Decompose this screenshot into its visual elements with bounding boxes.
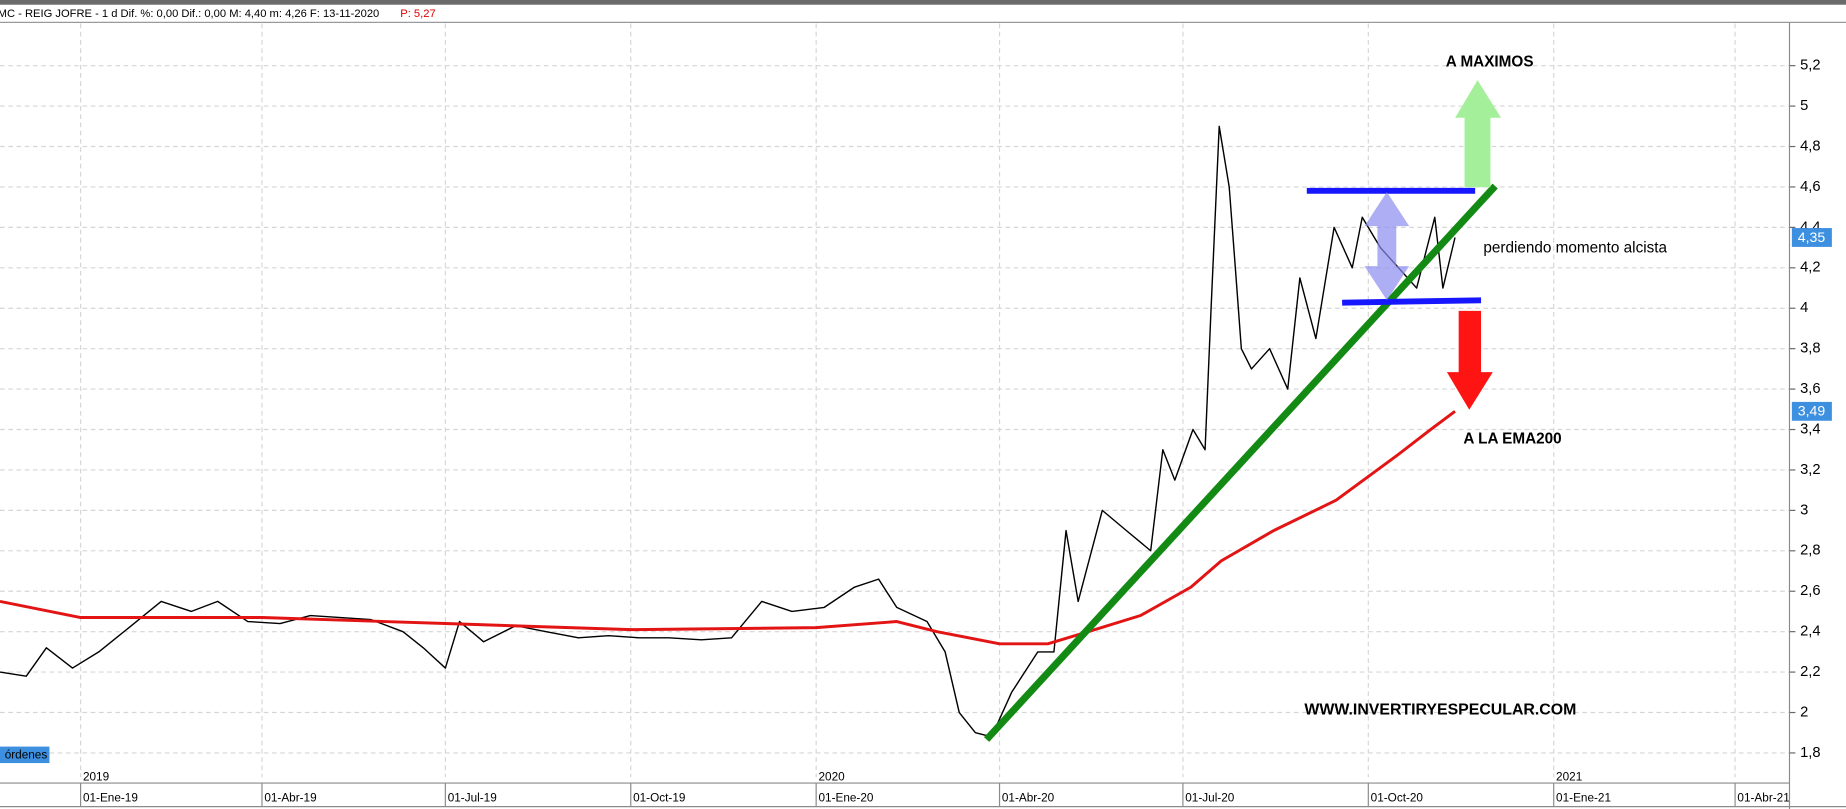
y-tick-label: 4,6	[1800, 179, 1820, 195]
up-arrow	[1455, 80, 1502, 188]
y-tick-label: 2,2	[1800, 664, 1820, 680]
y-tick-label: 3	[1800, 502, 1808, 518]
year-label: 2019	[83, 770, 109, 783]
y-tick-label: 1,8	[1800, 745, 1820, 761]
y-tick-label: 3,4	[1800, 421, 1820, 437]
x-tick-label: 01-Ene-19	[83, 792, 138, 805]
year-label: 2020	[819, 770, 846, 783]
header-info: MC - REIG JOFRE - 1 d Dif. %: 0,00 Dif.:…	[0, 8, 379, 20]
annotation: A LA EMA200	[1463, 430, 1561, 447]
value-tag-label: 4,35	[1798, 229, 1826, 245]
year-label: 2021	[1556, 770, 1582, 783]
value-tag-label: 3,49	[1798, 403, 1826, 419]
value-tag	[1791, 401, 1832, 421]
y-tick-label: 3,6	[1800, 381, 1820, 397]
y-tick-label: 2,6	[1800, 583, 1820, 599]
y-tick-label: 3,8	[1800, 341, 1820, 357]
support-line	[1342, 297, 1482, 306]
y-tick-label: 2,8	[1800, 543, 1820, 559]
series-line	[0, 410, 1456, 646]
top-bar	[0, 0, 1846, 5]
y-tick-label: 5	[1800, 98, 1808, 114]
plot: 1,822,22,42,62,833,23,43,63,844,24,44,64…	[0, 23, 1821, 807]
x-tick-label: 01-Ene-21	[1556, 792, 1611, 805]
orders-button[interactable]	[0, 746, 50, 764]
y-tick-label: 4,2	[1800, 260, 1820, 276]
y-tick-label: 4,8	[1800, 138, 1820, 154]
series-line	[0, 125, 1456, 738]
annotation: perdiendo momento alcista	[1483, 240, 1667, 257]
header-price: P: 5,27	[400, 8, 435, 20]
y-tick-label: 2	[1800, 704, 1808, 720]
orders-button-label[interactable]: órdenes	[5, 749, 48, 762]
x-tick-label: 01-Abr-19	[264, 792, 316, 805]
trend-line	[983, 183, 1498, 742]
x-tick-label: 01-Abr-21	[1737, 792, 1789, 805]
x-tick-label: 01-Jul-19	[448, 792, 497, 805]
down-arrow	[1446, 310, 1493, 410]
value-tag	[1791, 228, 1832, 247]
watermark: WWW.INVERTIRYESPECULAR.COM	[1304, 701, 1576, 718]
x-tick-label: 01-Ene-20	[819, 792, 874, 805]
x-tick-label: 01-Oct-20	[1371, 792, 1424, 805]
y-tick-label: 2,4	[1800, 624, 1820, 640]
x-tick-label: 01-Oct-19	[633, 792, 685, 805]
y-tick-label: 4	[1800, 300, 1808, 316]
range-arrow	[1364, 191, 1410, 301]
y-tick-label: 5,2	[1800, 58, 1820, 74]
x-tick-label: 01-Abr-20	[1002, 792, 1055, 805]
y-tick-label: 3,2	[1800, 462, 1820, 478]
x-tick-label: 01-Jul-20	[1185, 792, 1235, 805]
annotation: A MAXIMOS	[1446, 53, 1534, 70]
